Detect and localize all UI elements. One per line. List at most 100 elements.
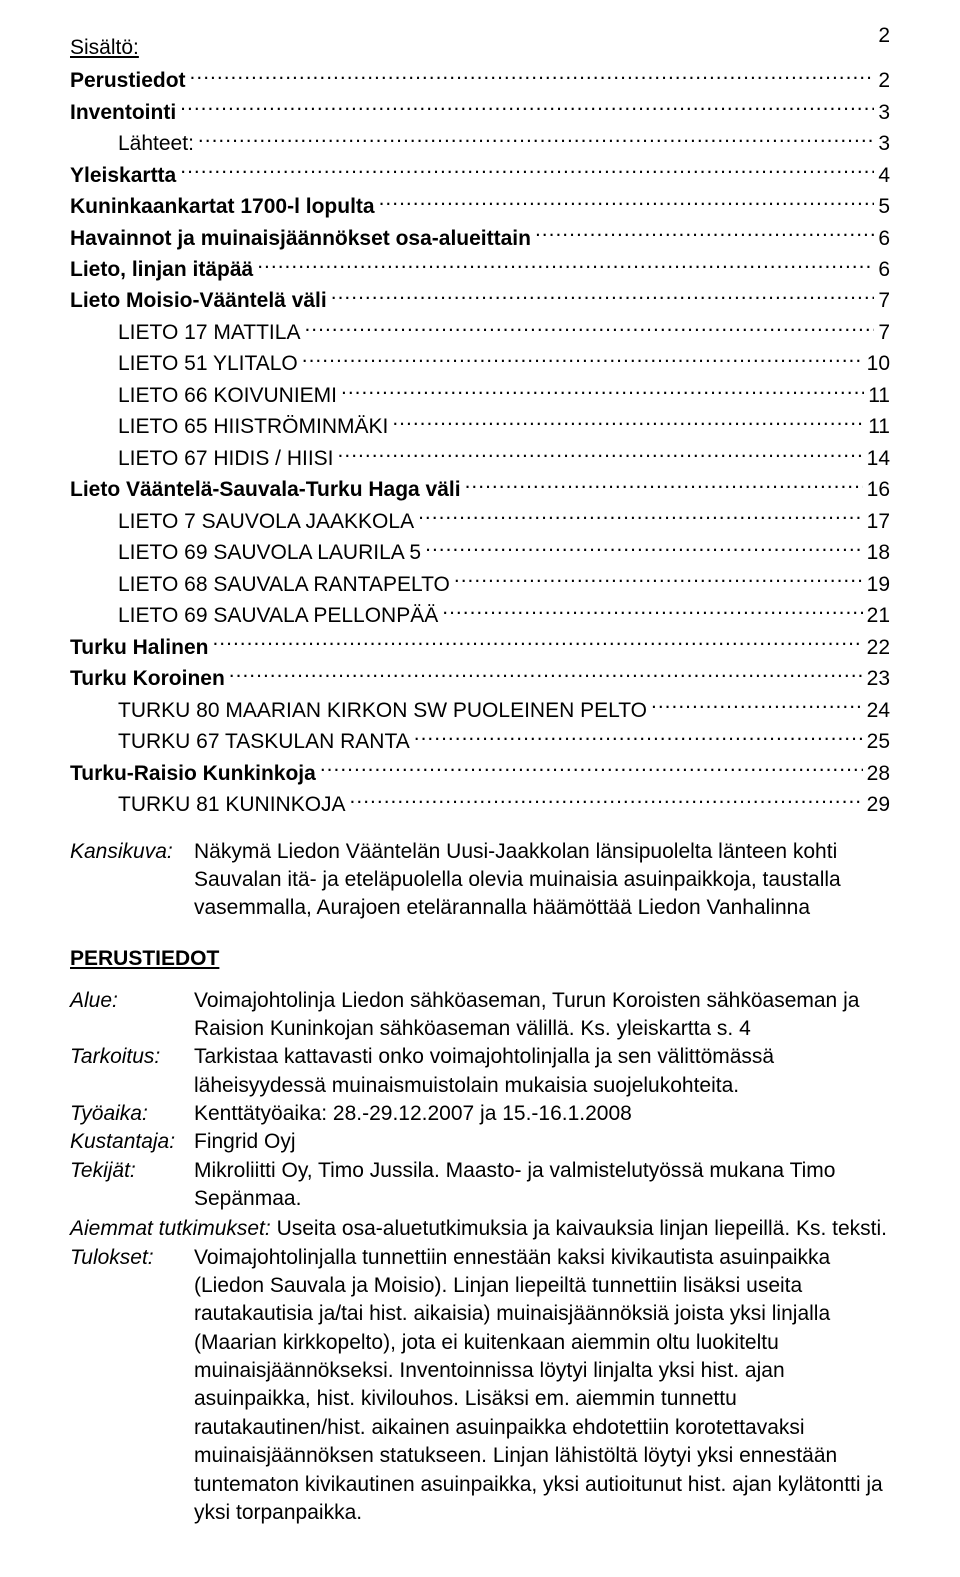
toc-row: Turku Halinen 22 bbox=[70, 631, 890, 662]
meta-row-tekijat: Tekijät: Mikroliitti Oy, Timo Jussila. M… bbox=[70, 1157, 890, 1214]
sisalto-heading: Sisältö: bbox=[70, 36, 890, 60]
toc-label: Lieto Vääntelä-Sauvala-Turku Haga väli bbox=[70, 475, 461, 504]
toc-leader bbox=[229, 662, 863, 685]
meta-row-kustantaja: Kustantaja: Fingrid Oyj bbox=[70, 1128, 890, 1156]
toc-row: Lieto Vääntelä-Sauvala-Turku Haga väli16 bbox=[70, 473, 890, 504]
table-of-contents: Perustiedot2Inventointi3Lähteet:3Yleiska… bbox=[70, 64, 890, 820]
toc-label: LIETO 69 SAUVOLA LAURILA 5 bbox=[118, 538, 421, 567]
toc-leader bbox=[379, 190, 875, 213]
kansikuva-block: Kansikuva: Näkymä Liedon Vääntelän Uusi-… bbox=[70, 838, 890, 923]
toc-row: LIETO 66 KOIVUNIEMI 11 bbox=[70, 379, 890, 410]
toc-label: Inventointi bbox=[70, 98, 176, 127]
meta-value-tarkoitus: Tarkistaa kattavasti onko voimajohtolinj… bbox=[194, 1043, 890, 1100]
kansikuva-label: Kansikuva: bbox=[70, 838, 194, 923]
toc-page: 11 bbox=[868, 412, 890, 441]
meta-value-alue: Voimajohtolinja Liedon sähköaseman, Turu… bbox=[194, 987, 890, 1044]
toc-leader bbox=[425, 536, 863, 559]
toc-page: 7 bbox=[878, 318, 890, 347]
toc-label: LIETO 17 MATTILA bbox=[118, 318, 300, 347]
toc-leader bbox=[180, 158, 874, 181]
toc-leader bbox=[392, 410, 864, 433]
toc-page: 17 bbox=[867, 507, 890, 536]
toc-leader bbox=[651, 694, 863, 717]
meta-value-tekijat: Mikroliitti Oy, Timo Jussila. Maasto- ja… bbox=[194, 1157, 890, 1214]
toc-row: LIETO 69 SAUVOLA LAURILA 518 bbox=[70, 536, 890, 567]
toc-row: Turku Koroinen23 bbox=[70, 662, 890, 693]
meta-row-tarkoitus: Tarkoitus: Tarkistaa kattavasti onko voi… bbox=[70, 1043, 890, 1100]
toc-leader bbox=[338, 442, 863, 465]
meta-label-alue: Alue: bbox=[70, 987, 194, 1015]
perustiedot-heading: PERUSTIEDOT bbox=[70, 947, 890, 971]
toc-row: Turku-Raisio Kunkinkoja28 bbox=[70, 757, 890, 788]
toc-label: Turku Halinen bbox=[70, 633, 208, 662]
toc-row: LIETO 69 SAUVALA PELLONPÄÄ21 bbox=[70, 599, 890, 630]
toc-leader bbox=[341, 379, 864, 402]
toc-page: 6 bbox=[878, 255, 890, 284]
toc-page: 14 bbox=[867, 444, 890, 473]
toc-page: 3 bbox=[878, 98, 890, 127]
meta-label-tekijat: Tekijät: bbox=[70, 1157, 194, 1185]
toc-row: Lieto, linjan itäpää 6 bbox=[70, 253, 890, 284]
toc-row: Havainnot ja muinaisjäännökset osa-aluei… bbox=[70, 221, 890, 252]
toc-leader bbox=[180, 95, 874, 118]
toc-row: LIETO 7 SAUVOLA JAAKKOLA17 bbox=[70, 505, 890, 536]
toc-row: LIETO 51 YLITALO 10 bbox=[70, 347, 890, 378]
toc-leader bbox=[190, 64, 875, 87]
toc-leader bbox=[535, 221, 874, 244]
toc-row: Perustiedot2 bbox=[70, 64, 890, 95]
meta-label-tulokset: Tulokset: bbox=[70, 1244, 194, 1272]
toc-row: TURKU 80 MAARIAN KIRKON SW PUOLEINEN PEL… bbox=[70, 694, 890, 725]
toc-label: Lähteet: bbox=[118, 129, 194, 158]
toc-leader bbox=[454, 568, 863, 591]
document-page: 2 Sisältö: Perustiedot2Inventointi3Lähte… bbox=[0, 0, 960, 1577]
toc-label: Turku-Raisio Kunkinkoja bbox=[70, 759, 316, 788]
toc-page: 3 bbox=[878, 129, 890, 158]
toc-label: Kuninkaankartat 1700-l lopulta bbox=[70, 192, 375, 221]
toc-row: Yleiskartta 4 bbox=[70, 158, 890, 189]
toc-page: 19 bbox=[867, 570, 890, 599]
toc-page: 24 bbox=[867, 696, 890, 725]
toc-leader bbox=[414, 725, 863, 748]
meta-label-tarkoitus: Tarkoitus: bbox=[70, 1043, 194, 1071]
toc-page: 10 bbox=[867, 349, 890, 378]
meta-value-tulokset: Voimajohtolinjalla tunnettiin ennestään … bbox=[194, 1244, 890, 1527]
toc-page: 22 bbox=[867, 633, 890, 662]
toc-leader bbox=[331, 284, 875, 307]
toc-label: TURKU 80 MAARIAN KIRKON SW PUOLEINEN PEL… bbox=[118, 696, 647, 725]
toc-label: Yleiskartta bbox=[70, 161, 176, 190]
toc-label: LIETO 69 SAUVALA PELLONPÄÄ bbox=[118, 601, 438, 630]
toc-page: 29 bbox=[867, 790, 890, 819]
toc-label: LIETO 68 SAUVALA RANTAPELTO bbox=[118, 570, 450, 599]
toc-label: Lieto, linjan itäpää bbox=[70, 255, 253, 284]
meta-value-tyoaika: Kenttätyöaika: 28.-29.12.2007 ja 15.-16.… bbox=[194, 1100, 890, 1128]
toc-leader bbox=[198, 127, 874, 150]
toc-leader bbox=[302, 347, 863, 370]
toc-row: TURKU 67 TASKULAN RANTA 25 bbox=[70, 725, 890, 756]
meta-value-kustantaja: Fingrid Oyj bbox=[194, 1128, 890, 1156]
toc-row: Lähteet: 3 bbox=[70, 127, 890, 158]
toc-leader bbox=[257, 253, 874, 276]
toc-page: 11 bbox=[868, 381, 890, 410]
toc-page: 4 bbox=[878, 161, 890, 190]
toc-page: 2 bbox=[878, 66, 890, 95]
toc-row: Lieto Moisio-Vääntelä väli7 bbox=[70, 284, 890, 315]
toc-label: LIETO 66 KOIVUNIEMI bbox=[118, 381, 337, 410]
toc-label: LIETO 51 YLITALO bbox=[118, 349, 298, 378]
meta-row-tulokset: Tulokset: Voimajohtolinjalla tunnettiin … bbox=[70, 1244, 890, 1527]
toc-row: Kuninkaankartat 1700-l lopulta5 bbox=[70, 190, 890, 221]
meta-row-tyoaika: Työaika: Kenttätyöaika: 28.-29.12.2007 j… bbox=[70, 1100, 890, 1128]
toc-leader bbox=[350, 788, 863, 811]
toc-leader bbox=[212, 631, 862, 654]
toc-label: LIETO 67 HIDIS / HIISI bbox=[118, 444, 334, 473]
toc-row: LIETO 17 MATTILA 7 bbox=[70, 316, 890, 347]
meta-value-aiemmat: Useita osa-aluetutkimuksia ja kaivauksia… bbox=[271, 1217, 887, 1240]
toc-leader bbox=[320, 757, 863, 780]
toc-page: 25 bbox=[867, 727, 890, 756]
meta-row-aiemmat: Aiemmat tutkimukset: Useita osa-aluetutk… bbox=[70, 1215, 890, 1243]
toc-page: 23 bbox=[867, 664, 890, 693]
toc-label: TURKU 67 TASKULAN RANTA bbox=[118, 727, 410, 756]
toc-row: LIETO 67 HIDIS / HIISI 14 bbox=[70, 442, 890, 473]
page-number: 2 bbox=[878, 24, 890, 48]
kansikuva-text: Näkymä Liedon Vääntelän Uusi-Jaakkolan l… bbox=[194, 838, 890, 923]
toc-label: Lieto Moisio-Vääntelä väli bbox=[70, 286, 327, 315]
